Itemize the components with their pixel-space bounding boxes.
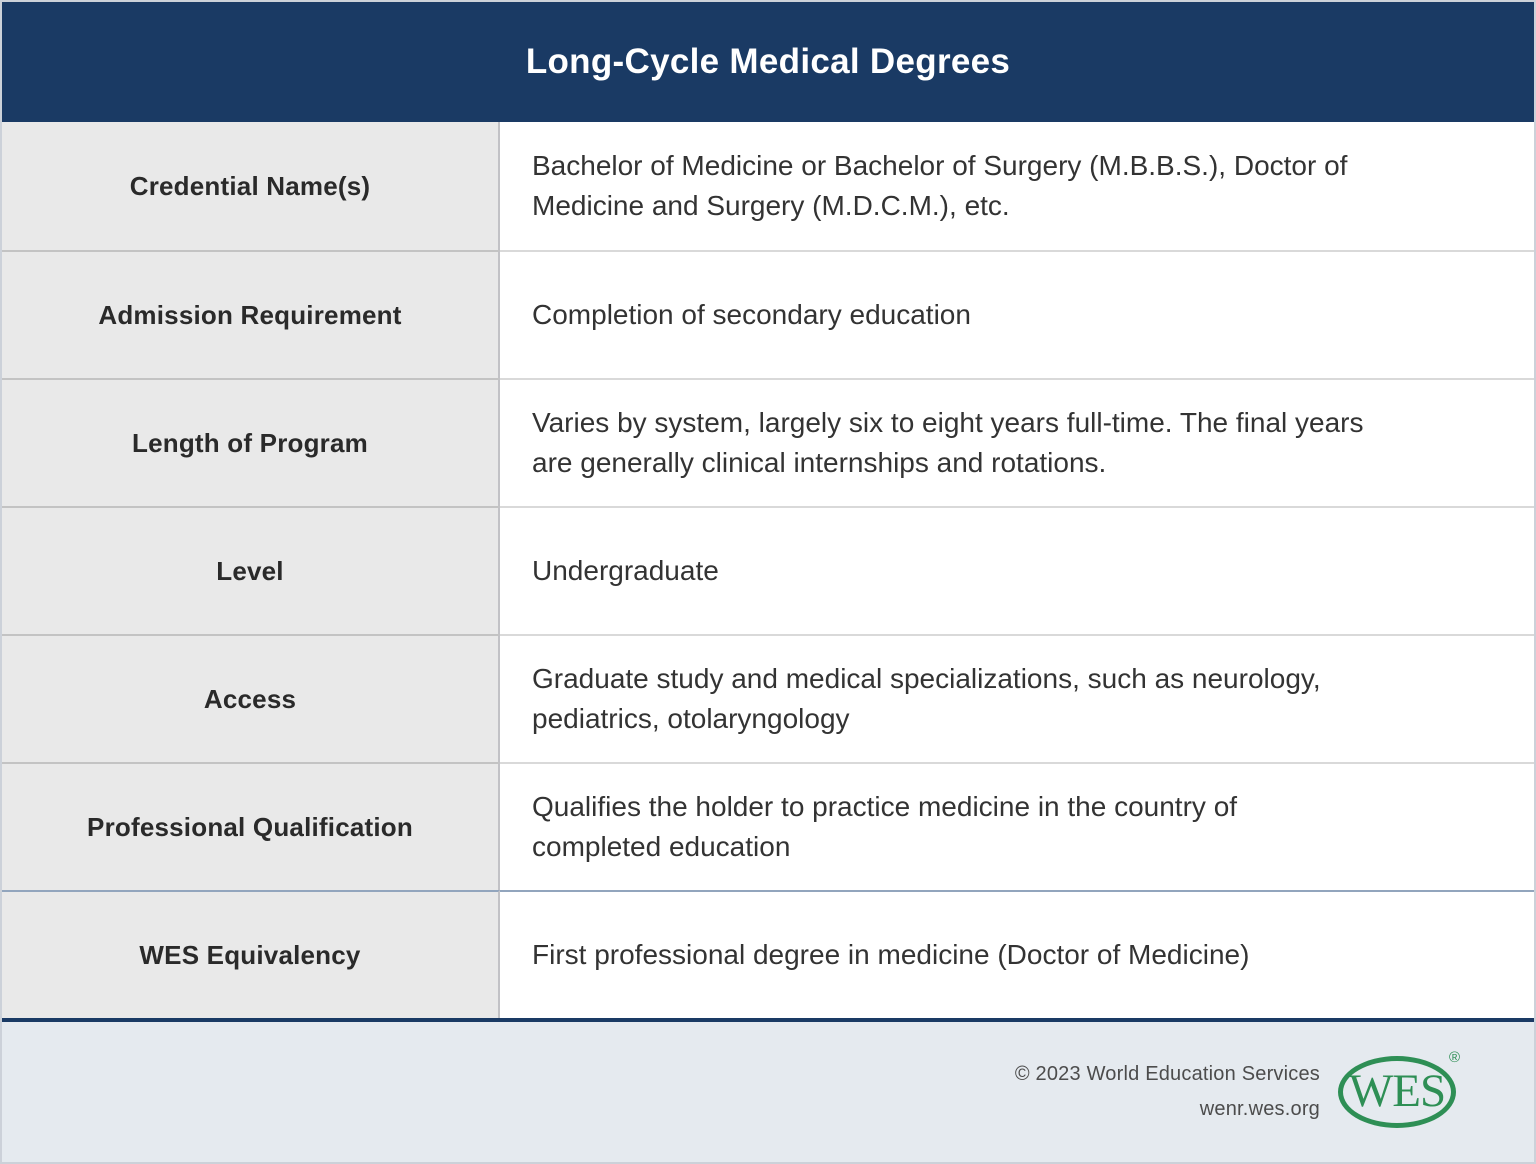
degree-table: Credential Name(s) Bachelor of Medicine … <box>2 122 1534 1018</box>
website-text: wenr.wes.org <box>1199 1098 1320 1120</box>
row-label-credential-names: Credential Name(s) <box>2 122 500 250</box>
copyright-text: © 2023 World Education Services <box>1014 1063 1320 1085</box>
row-value-admission-requirement: Completion of secondary education <box>500 250 1534 378</box>
wes-logo: WES ® <box>1338 1049 1462 1135</box>
row-label-wes-equivalency: WES Equivalency <box>2 890 500 1018</box>
registered-trademark-icon: ® <box>1448 1049 1460 1066</box>
row-label-admission-requirement: Admission Requirement <box>2 250 500 378</box>
row-label-level: Level <box>2 506 500 634</box>
footer: © 2023 World Education Services wenr.wes… <box>2 1022 1534 1162</box>
row-label-access: Access <box>2 634 500 762</box>
row-value-professional-qualification: Qualifies the holder to practice medicin… <box>500 762 1534 890</box>
row-value-level: Undergraduate <box>500 506 1534 634</box>
page-title: Long-Cycle Medical Degrees <box>525 42 1011 81</box>
footer-text-block: © 2023 World Education Services wenr.wes… <box>1015 1057 1320 1127</box>
row-value-wes-equivalency: First professional degree in medicine (D… <box>500 890 1534 1018</box>
row-label-length-of-program: Length of Program <box>2 378 500 506</box>
row-value-access: Graduate study and medical specializatio… <box>500 634 1534 762</box>
divider-rule <box>2 1018 1534 1022</box>
wes-logo-oval-icon <box>1338 1056 1456 1128</box>
row-label-professional-qualification: Professional Qualification <box>2 762 500 890</box>
wes-logo-wordmark: WES <box>1348 1065 1446 1117</box>
title-bar: Long-Cycle Medical Degrees <box>2 2 1534 122</box>
row-value-length-of-program: Varies by system, largely six to eight y… <box>500 378 1534 506</box>
row-value-credential-names: Bachelor of Medicine or Bachelor of Surg… <box>500 122 1534 250</box>
